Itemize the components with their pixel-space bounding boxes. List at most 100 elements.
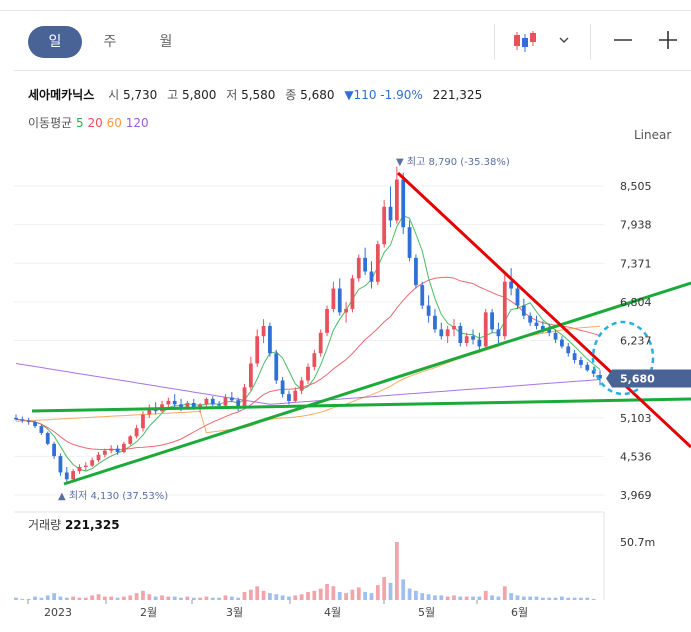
candle-body <box>299 380 304 391</box>
candle-body <box>483 312 488 347</box>
candle-body <box>477 339 482 347</box>
candle-body <box>268 325 272 354</box>
volume-bar <box>255 586 260 600</box>
volume-label: 거래량 <box>28 518 62 532</box>
candle-body <box>191 402 196 408</box>
tab-monthly[interactable]: 월 <box>159 34 173 50</box>
candle-body <box>414 257 418 286</box>
volume-bar <box>325 583 329 600</box>
candle-body <box>217 404 222 406</box>
ma-20[interactable]: 20 <box>87 116 103 130</box>
volume-bar <box>153 596 158 600</box>
volume-bar <box>52 593 56 600</box>
high-value: 5,800 <box>182 88 217 102</box>
candle-body <box>502 281 507 337</box>
volume-bar <box>515 595 520 600</box>
volume-bar <box>388 582 393 600</box>
candle-body <box>96 454 101 461</box>
scale-toggle[interactable]: Linear <box>634 128 672 142</box>
candle-body <box>236 400 241 408</box>
volume-bar <box>33 596 37 600</box>
ma-line-20 <box>15 276 601 451</box>
volume-bar <box>337 591 342 600</box>
highlight-circle <box>591 320 655 396</box>
candle-body <box>141 414 145 429</box>
candle-body <box>312 353 317 367</box>
current-price-tag <box>606 369 691 388</box>
candle-body <box>90 460 95 466</box>
candle-body <box>45 432 50 444</box>
volume-bar <box>306 591 310 600</box>
candle-body <box>128 436 133 444</box>
zoom-out-button[interactable] <box>608 26 638 56</box>
volume-bar <box>160 595 164 600</box>
volume-bar <box>344 593 348 600</box>
ma-5[interactable]: 5 <box>76 116 84 130</box>
candle-body <box>274 353 279 381</box>
candle-body <box>344 308 348 313</box>
candle-body <box>255 336 260 364</box>
volume-bar <box>426 594 431 600</box>
volume-bar <box>471 596 475 600</box>
x-tick-label: 2023 <box>44 606 72 619</box>
candle-body <box>293 390 298 401</box>
candle-body <box>83 465 88 468</box>
candle-body <box>325 308 329 333</box>
zoom-in-button[interactable] <box>654 26 684 56</box>
toolbar-divider-2 <box>590 24 591 60</box>
volume-bar <box>496 596 501 600</box>
candle-body <box>598 375 602 379</box>
volume-bar <box>420 593 425 600</box>
tab-weekly[interactable]: 주 <box>103 34 117 50</box>
volume-bar <box>242 591 247 600</box>
candle-body <box>198 404 202 408</box>
candle-body <box>280 380 285 395</box>
candle-body <box>591 370 596 374</box>
candle-body <box>248 363 253 388</box>
candle-body <box>375 244 380 282</box>
volume-bar <box>540 597 545 600</box>
low-value: 5,580 <box>241 88 276 102</box>
x-tick-label: 4월 <box>324 606 341 619</box>
volume-bar <box>452 595 456 600</box>
volume-bar <box>109 596 114 600</box>
volume-bar <box>534 596 539 600</box>
ma-120[interactable]: 120 <box>125 116 149 130</box>
volume-panel-label: 거래량 221,325 <box>28 516 120 533</box>
tab-daily[interactable]: 일 <box>28 26 82 58</box>
volume-bar <box>521 596 526 600</box>
ma-line-5 <box>15 214 601 472</box>
minus-icon <box>614 39 632 41</box>
candle-body <box>566 346 571 354</box>
volume-bar <box>274 594 279 600</box>
candle-body <box>58 456 63 473</box>
candle-body <box>528 315 533 323</box>
volume-bar <box>77 597 82 600</box>
volume-bar <box>172 596 177 600</box>
ma-60[interactable]: 60 <box>106 116 122 130</box>
high-label: 고 <box>167 88 179 102</box>
candle-body <box>471 336 475 340</box>
candle-body <box>331 288 336 309</box>
volume-bar <box>102 596 107 600</box>
candle-body <box>20 419 25 421</box>
volume-bar <box>547 597 552 600</box>
candle-body <box>369 271 374 282</box>
y-tick-label: 7,938 <box>620 219 652 232</box>
volume-bar <box>560 596 564 600</box>
candle-body <box>521 305 526 316</box>
chart-type-dropdown[interactable] <box>512 28 574 56</box>
y-tick-label: 7,371 <box>620 257 652 270</box>
volume-bar <box>572 597 577 600</box>
candle-body <box>14 417 18 420</box>
x-tick-label: 3월 <box>226 606 243 619</box>
candle-body <box>509 281 514 289</box>
volume-bar <box>299 594 304 600</box>
y-tick-label: 5,103 <box>620 412 652 425</box>
open-label: 시 <box>108 88 120 102</box>
x-tick-label: 2월 <box>140 606 157 619</box>
candle-body <box>204 398 209 405</box>
volume-bar <box>287 596 291 600</box>
volume-bar <box>45 595 50 600</box>
x-tick-label: 6월 <box>511 606 528 619</box>
